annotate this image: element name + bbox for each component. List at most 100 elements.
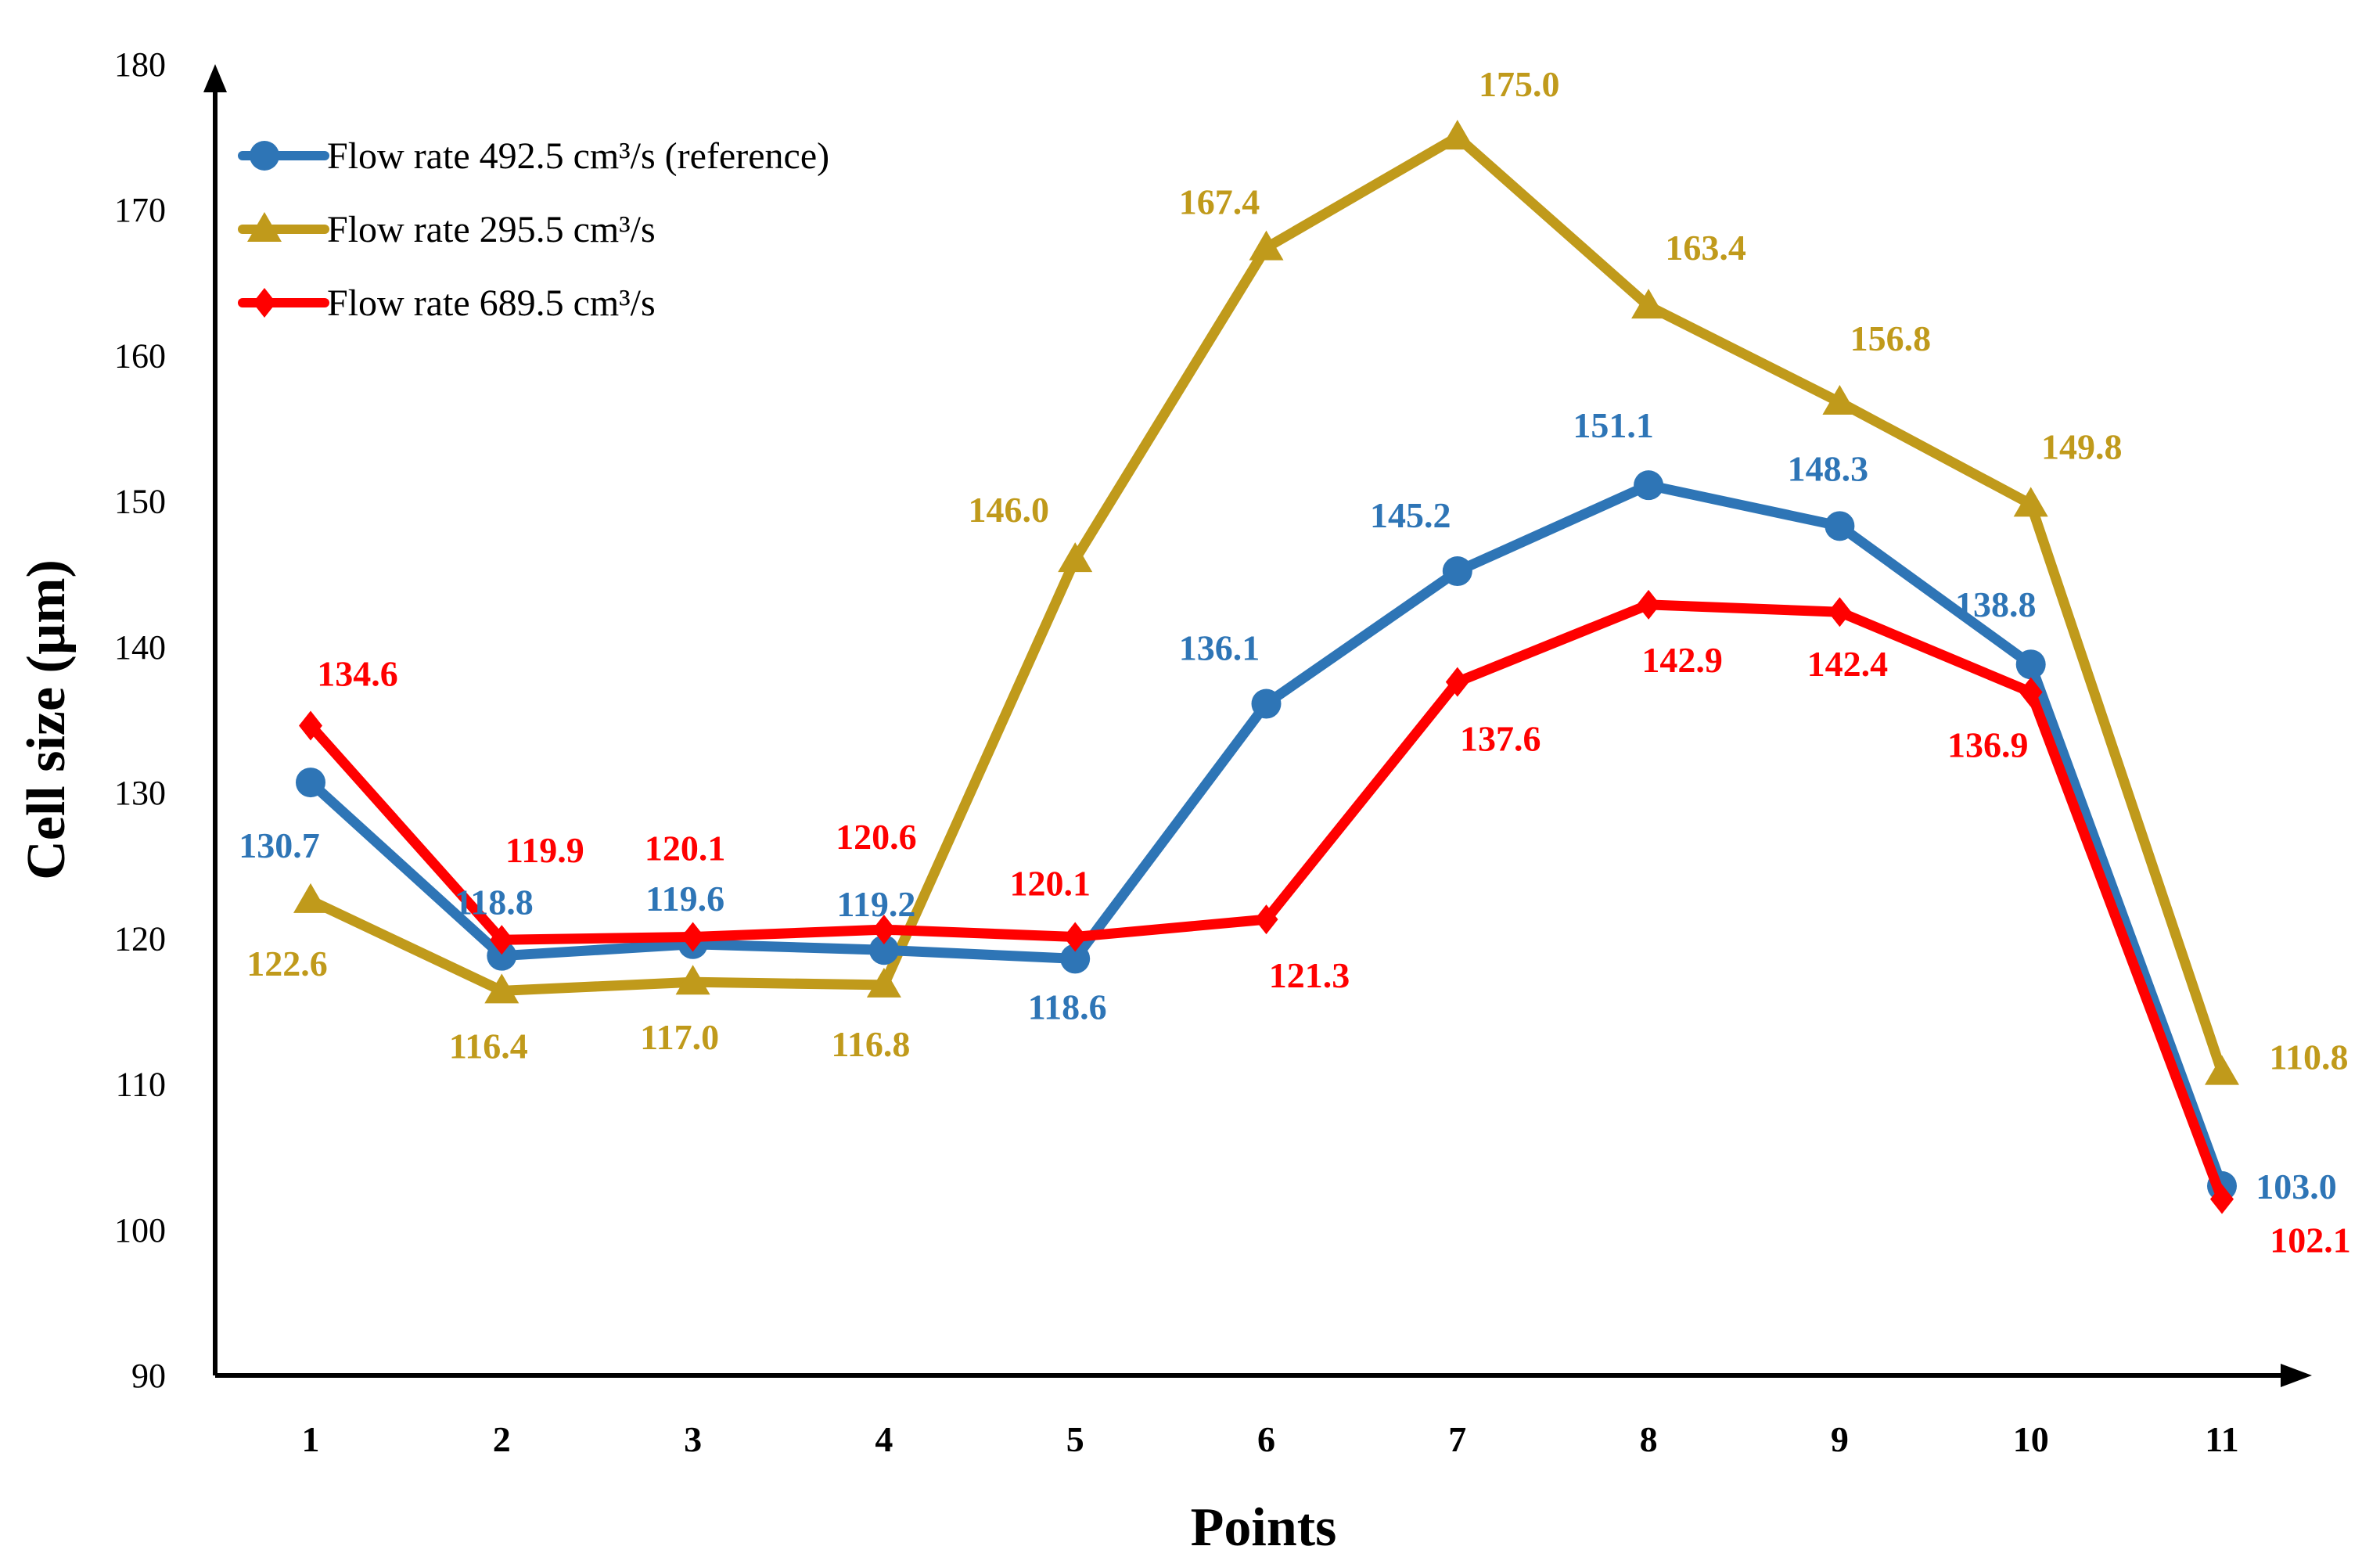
series-689-point (681, 922, 705, 952)
series-reference-point (1634, 470, 1664, 501)
data-label: 118.6 (1028, 987, 1107, 1026)
series-689-point (299, 710, 322, 741)
data-label: 134.6 (317, 653, 398, 693)
data-label: 118.8 (455, 883, 534, 922)
y-tick-label: 130 (114, 774, 166, 812)
legend-item: Flow rate 492.5 cm³/s (reference) (238, 135, 829, 177)
axes (203, 64, 2312, 1387)
y-tick-label: 90 (131, 1357, 166, 1395)
series-295-point (484, 973, 520, 1004)
y-tick-label: 160 (114, 336, 166, 375)
y-axis-arrow (203, 64, 227, 92)
series-295-point (2013, 487, 2048, 517)
data-label: 119.2 (836, 884, 915, 924)
series-689-point (1063, 922, 1088, 952)
series-reference (296, 470, 2237, 1201)
data-label: 130.7 (239, 825, 320, 865)
series-295-point (1440, 120, 1475, 150)
series-reference-point (1060, 944, 1091, 974)
data-label: 122.6 (246, 944, 328, 983)
x-tick-label: 4 (875, 1419, 893, 1459)
x-tick-labels: 1 2 3 4 5 6 7 8 9 10 11 (302, 1419, 2239, 1459)
legend-marker (247, 212, 282, 242)
x-tick-label: 3 (684, 1419, 702, 1459)
y-tick-label: 180 (114, 45, 166, 84)
series-reference-point (1825, 511, 1855, 541)
series-295-point (866, 967, 901, 998)
y-tick-label: 170 (114, 191, 166, 229)
x-tick-label: 5 (1066, 1419, 1084, 1459)
data-label: 138.8 (1955, 584, 2037, 624)
data-label: 167.4 (1179, 182, 1260, 222)
data-label: 142.4 (1807, 644, 1889, 684)
data-label: 116.4 (449, 1026, 528, 1066)
data-label: 110.8 (2270, 1037, 2349, 1077)
data-label: 163.4 (1665, 228, 1746, 268)
series-295-point (2205, 1055, 2239, 1085)
data-label: 121.3 (1269, 955, 1350, 995)
series-689-point (872, 915, 896, 945)
x-axis-title: Points (1191, 1497, 1337, 1558)
y-tick-label: 120 (114, 919, 166, 958)
series-689-point (1828, 597, 1852, 627)
series-689-point (1254, 904, 1278, 935)
series-reference-point (296, 768, 325, 798)
data-label: 156.8 (1850, 318, 1932, 358)
legend-item: Flow rate 689.5 cm³/s (238, 282, 656, 324)
series-reference-point (487, 940, 517, 971)
series-295-point (1249, 230, 1284, 261)
data-label: 136.1 (1179, 628, 1260, 668)
x-tick-label: 7 (1448, 1419, 1466, 1459)
legend-marker (253, 288, 276, 318)
x-tick-label: 9 (1831, 1419, 1849, 1459)
series-689-point (2210, 1184, 2234, 1214)
legend-item: Flow rate 295.5 cm³/s (238, 209, 656, 250)
series-295-point (293, 883, 328, 913)
data-label: 145.2 (1370, 495, 1451, 535)
series-reference-point (1251, 689, 1282, 719)
data-label: 137.6 (1460, 719, 1541, 759)
data-label: 117.0 (640, 1017, 719, 1057)
data-labels: 130.7 118.8 119.6 119.2 118.6 136.1 145.2 151.1… (239, 64, 2351, 1260)
data-label: 146.0 (968, 490, 1049, 530)
series-reference-point (868, 935, 899, 965)
series-295-point (1822, 385, 1857, 415)
y-axis-title: Cell size (µm) (16, 559, 77, 880)
data-label: 120.1 (1009, 863, 1091, 903)
data-label: 149.8 (2041, 426, 2123, 466)
series-reference-point (1442, 556, 1472, 587)
data-label: 119.9 (505, 830, 584, 870)
data-label: 142.9 (1641, 640, 1723, 680)
x-tick-label: 10 (2013, 1419, 2049, 1459)
series-689 (299, 589, 2234, 1214)
data-label: 120.6 (836, 817, 917, 857)
legend-label: Flow rate 492.5 cm³/s (reference) (327, 135, 829, 177)
data-label: 103.0 (2256, 1167, 2337, 1206)
legend-marker (250, 141, 279, 171)
series-689-point (1637, 589, 1661, 620)
data-label: 175.0 (1479, 64, 1560, 104)
series-reference-line (305, 480, 2227, 1192)
y-tick-label: 100 (114, 1211, 166, 1249)
series-reference-point (2015, 649, 2046, 680)
series-689-point (1445, 667, 1469, 697)
legend-label: Flow rate 689.5 cm³/s (327, 282, 656, 324)
x-tick-label: 1 (302, 1419, 320, 1459)
x-axis-arrow (2281, 1364, 2312, 1387)
legend: Flow rate 492.5 cm³/s (reference) Flow ra… (238, 135, 829, 324)
series-layer (293, 120, 2239, 1214)
legend-label: Flow rate 295.5 cm³/s (327, 209, 656, 250)
y-tick-label: 150 (114, 483, 166, 521)
x-tick-label: 8 (1640, 1419, 1658, 1459)
series-295 (293, 120, 2239, 1085)
data-label: 119.6 (645, 879, 724, 919)
data-label: 136.9 (1947, 725, 2029, 765)
data-label: 116.8 (831, 1024, 910, 1064)
data-label: 148.3 (1788, 448, 1869, 488)
series-295-point (1631, 289, 1666, 319)
y-tick-label: 140 (114, 628, 166, 667)
series-295-point (1058, 542, 1093, 573)
y-tick-label: 110 (116, 1066, 166, 1104)
series-295-point (675, 965, 710, 995)
